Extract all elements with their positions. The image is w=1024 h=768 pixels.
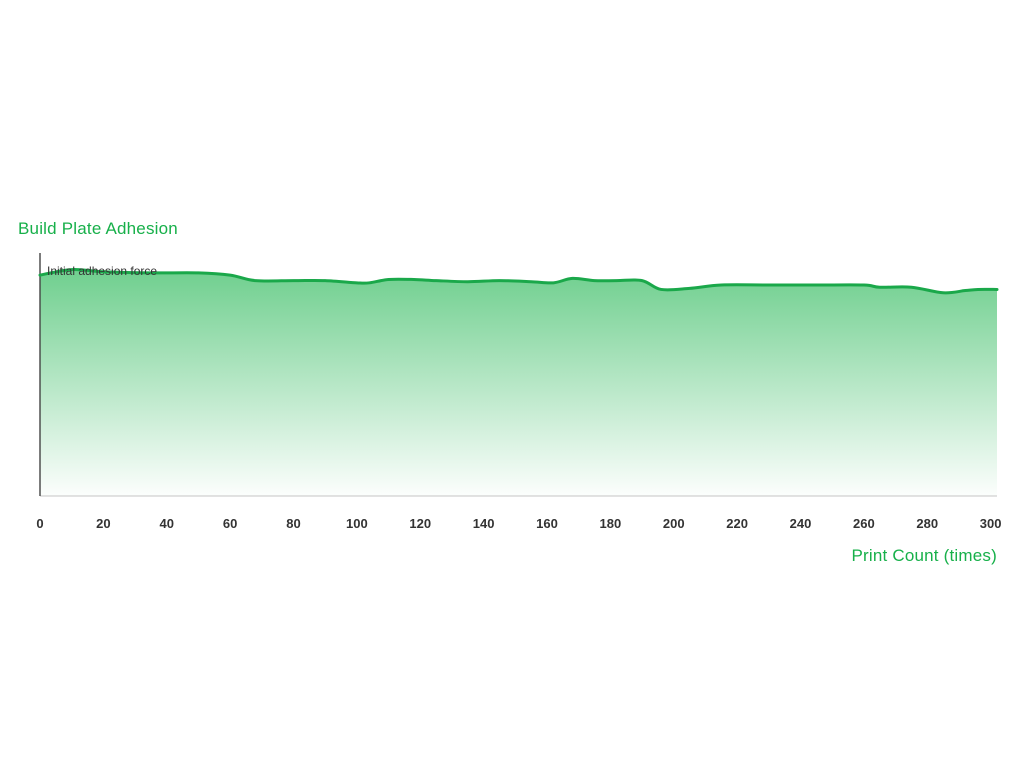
x-tick-label-20: 20 — [96, 516, 110, 531]
x-tick-label-40: 40 — [160, 516, 174, 531]
x-tick-label-280: 280 — [916, 516, 938, 531]
x-tick-label-200: 200 — [663, 516, 685, 531]
x-tick-label-100: 100 — [346, 516, 368, 531]
x-tick-label-80: 80 — [286, 516, 300, 531]
x-tick-label-220: 220 — [726, 516, 748, 531]
x-axis-label: Print Count (times) — [851, 546, 997, 565]
x-tick-label-60: 60 — [223, 516, 237, 531]
x-tick-label-260: 260 — [853, 516, 875, 531]
x-tick-label-160: 160 — [536, 516, 558, 531]
series-area — [40, 269, 997, 496]
x-tick-label-180: 180 — [600, 516, 622, 531]
x-tick-label-140: 140 — [473, 516, 495, 531]
series-line — [38, 267, 999, 295]
x-tick-label-240: 240 — [790, 516, 812, 531]
x-tick-label-120: 120 — [409, 516, 431, 531]
chart-title: Build Plate Adhesion — [18, 219, 178, 238]
x-tick-label-0: 0 — [36, 516, 43, 531]
annotation-initial-adhesion: Initial adhesion force — [47, 264, 157, 278]
x-tick-label-300: 300 — [980, 516, 1002, 531]
